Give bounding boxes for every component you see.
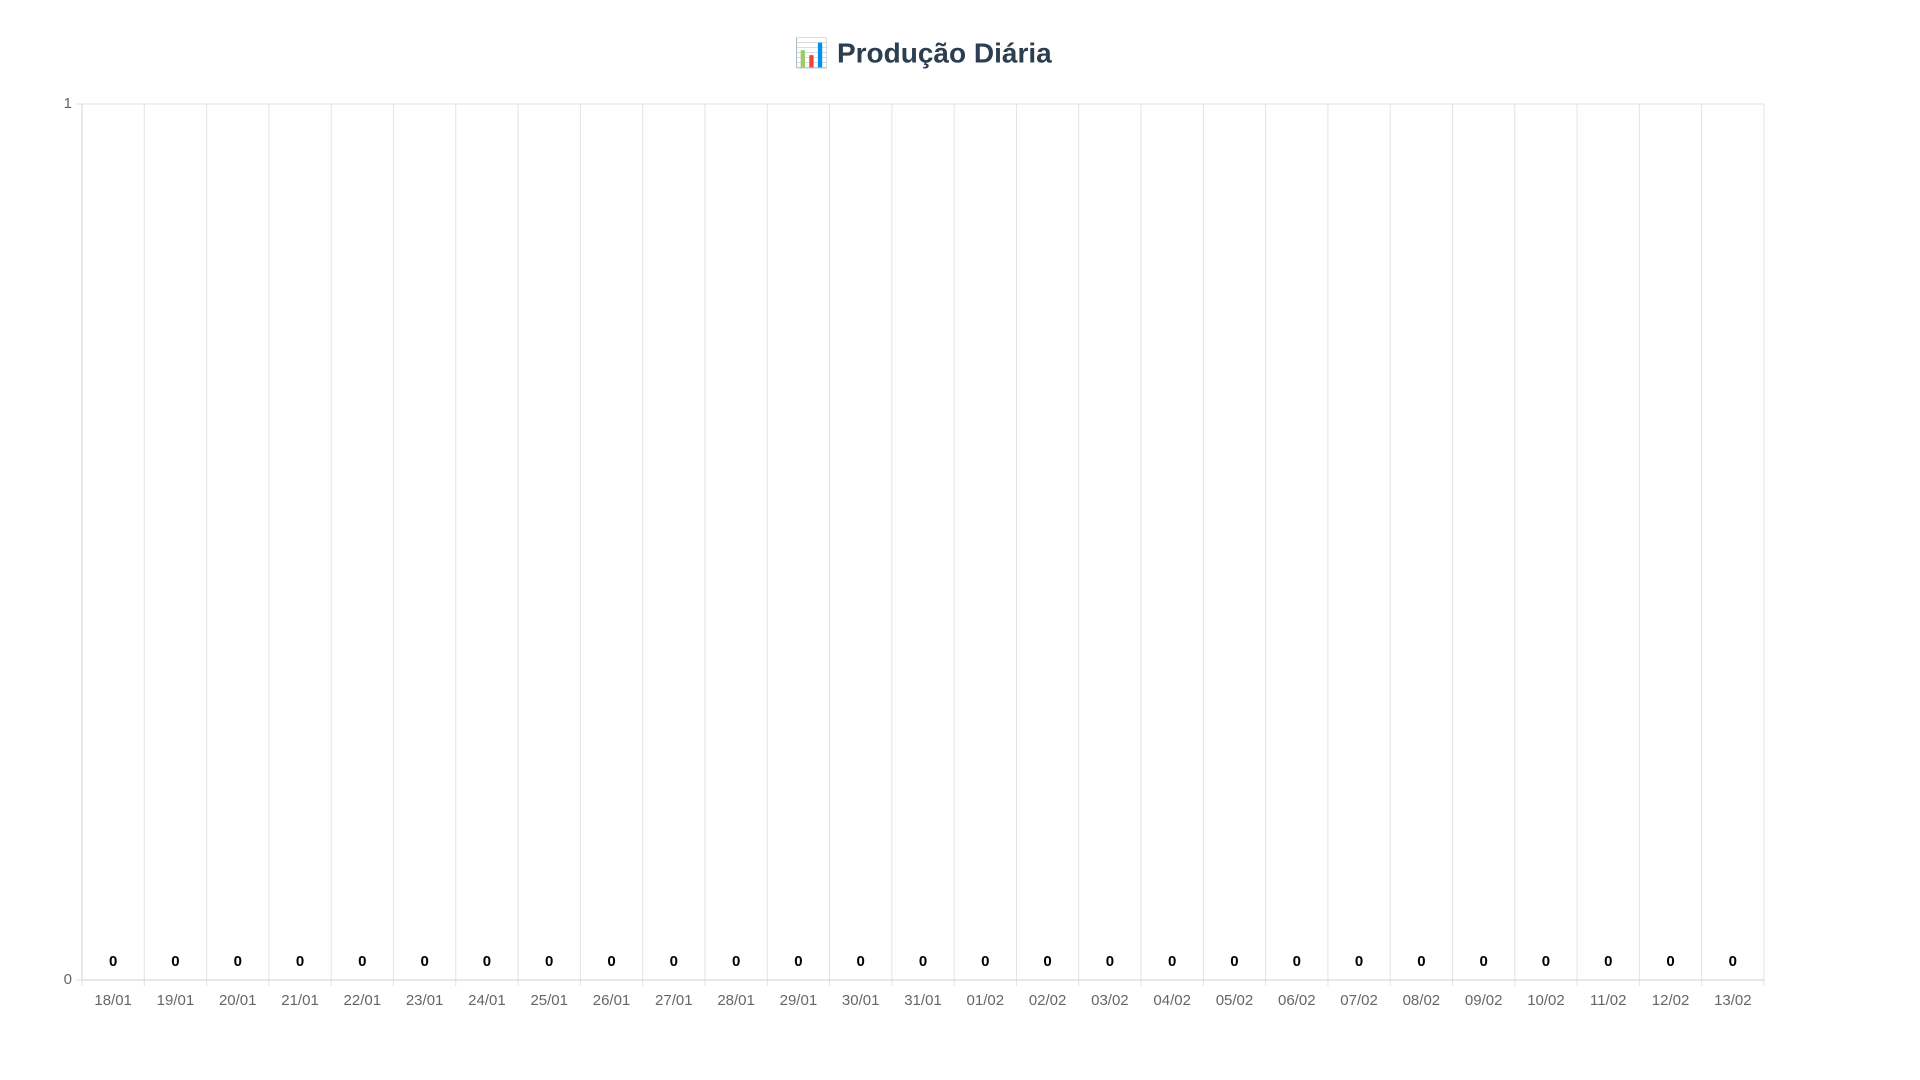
data-label: 0 xyxy=(607,953,615,970)
data-label: 0 xyxy=(420,953,428,970)
data-label: 0 xyxy=(545,953,553,970)
y-tick-label: 1 xyxy=(64,95,72,112)
x-tick-label: 05/02 xyxy=(1216,992,1254,1009)
x-tick-label: 20/01 xyxy=(219,992,257,1009)
data-label: 0 xyxy=(794,953,802,970)
data-label: 0 xyxy=(1604,953,1612,970)
data-label: 0 xyxy=(1729,953,1737,970)
x-tick-label: 07/02 xyxy=(1340,992,1378,1009)
x-tick-label: 08/02 xyxy=(1403,992,1441,1009)
x-tick-label: 29/01 xyxy=(780,992,818,1009)
x-tick-label: 27/01 xyxy=(655,992,693,1009)
x-tick-label: 13/02 xyxy=(1714,992,1752,1009)
data-label: 0 xyxy=(670,953,678,970)
x-tick-label: 25/01 xyxy=(530,992,568,1009)
data-label: 0 xyxy=(358,953,366,970)
x-tick-label: 09/02 xyxy=(1465,992,1503,1009)
x-tick-label: 28/01 xyxy=(717,992,755,1009)
x-tick-label: 11/02 xyxy=(1590,992,1626,1009)
x-tick-label: 02/02 xyxy=(1029,992,1067,1009)
data-label: 0 xyxy=(732,953,740,970)
data-label: 0 xyxy=(1043,953,1051,970)
x-tick-label: 10/02 xyxy=(1527,992,1565,1009)
data-label: 0 xyxy=(1479,953,1487,970)
x-tick-label: 23/01 xyxy=(406,992,444,1009)
x-tick-label: 06/02 xyxy=(1278,992,1316,1009)
x-tick-label: 21/01 xyxy=(281,992,319,1009)
x-tick-label: 31/01 xyxy=(904,992,942,1009)
data-label: 0 xyxy=(1417,953,1425,970)
x-tick-label: 22/01 xyxy=(344,992,382,1009)
x-tick-label: 12/02 xyxy=(1652,992,1690,1009)
x-tick-label: 30/01 xyxy=(842,992,880,1009)
data-label: 0 xyxy=(483,953,491,970)
data-label: 0 xyxy=(1542,953,1550,970)
data-label: 0 xyxy=(1666,953,1674,970)
data-label: 0 xyxy=(1230,953,1238,970)
y-tick-label: 0 xyxy=(64,971,72,988)
x-tick-label: 24/01 xyxy=(468,992,506,1009)
data-label: 0 xyxy=(296,953,304,970)
data-label: 0 xyxy=(857,953,865,970)
x-tick-label: 04/02 xyxy=(1153,992,1191,1009)
data-label: 0 xyxy=(234,953,242,970)
x-tick-label: 01/02 xyxy=(967,992,1005,1009)
data-label: 0 xyxy=(1293,953,1301,970)
x-tick-label: 26/01 xyxy=(593,992,631,1009)
x-tick-label: 19/01 xyxy=(157,992,195,1009)
x-tick-label: 18/01 xyxy=(94,992,132,1009)
data-label: 0 xyxy=(981,953,989,970)
data-label: 0 xyxy=(171,953,179,970)
chart-title: 📊 Produção Diária xyxy=(794,36,1052,69)
data-label: 0 xyxy=(109,953,117,970)
data-label: 0 xyxy=(1355,953,1363,970)
x-tick-label: 03/02 xyxy=(1091,992,1129,1009)
data-label: 0 xyxy=(1106,953,1114,970)
data-label: 0 xyxy=(919,953,927,970)
data-label: 0 xyxy=(1168,953,1176,970)
